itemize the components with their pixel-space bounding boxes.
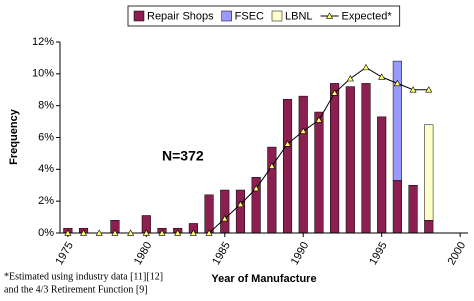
bar — [314, 111, 324, 234]
point-marker — [174, 229, 182, 236]
footnote: and the 4/3 Retirement Function [9] — [4, 284, 148, 295]
point-marker — [95, 229, 103, 236]
point-marker — [142, 229, 150, 236]
point-marker — [252, 184, 260, 192]
y-tick-label: 4% — [38, 163, 54, 175]
legend-label: FSEC — [235, 10, 264, 22]
legend-swatch — [326, 12, 334, 19]
point-marker — [80, 229, 88, 236]
point-marker — [362, 63, 370, 71]
point-marker — [205, 229, 213, 236]
bar — [204, 194, 214, 234]
point-marker — [158, 229, 166, 236]
legend-box — [127, 5, 401, 27]
point-marker — [315, 116, 323, 123]
point-marker — [346, 74, 354, 82]
bar — [377, 116, 387, 234]
point-marker — [127, 229, 135, 236]
point-marker — [284, 140, 292, 147]
y-axis-label: Frequency — [8, 108, 20, 165]
y-tick-label: 6% — [38, 131, 54, 143]
point-marker — [64, 229, 72, 236]
annotation: N=372 — [162, 148, 204, 164]
x-axis-label: Year of Manufacture — [211, 273, 316, 285]
bar — [298, 95, 308, 234]
bar — [267, 146, 277, 234]
bar — [392, 180, 402, 234]
footnote: *Estimated using industry data [11][12] — [4, 271, 163, 282]
legend-label: LBNL — [285, 10, 313, 22]
bar — [220, 189, 230, 234]
legend-swatch — [133, 10, 145, 22]
legend-swatch — [221, 10, 232, 22]
bar — [424, 220, 434, 234]
point-marker — [221, 215, 229, 222]
point-marker — [268, 162, 276, 169]
bar — [424, 124, 434, 221]
bar — [361, 83, 371, 234]
y-tick-label: 12% — [32, 36, 54, 48]
y-tick-label: 2% — [38, 195, 54, 207]
point-marker — [189, 229, 197, 236]
bar — [345, 86, 355, 234]
point-marker — [425, 86, 433, 93]
legend-label: Repair Shops — [147, 10, 214, 22]
y-tick-label: 8% — [38, 100, 54, 112]
bar — [235, 189, 246, 234]
point-marker — [236, 200, 244, 208]
point-marker — [409, 86, 417, 93]
point-marker — [393, 79, 401, 87]
legend-label: Expected* — [342, 10, 393, 22]
bar — [330, 83, 340, 234]
point-marker — [331, 89, 339, 96]
y-tick-label: 0% — [38, 227, 54, 239]
bar — [282, 99, 293, 234]
legend-swatch — [271, 10, 283, 22]
point-marker — [378, 73, 386, 80]
y-tick-label: 10% — [32, 68, 54, 80]
bar — [408, 185, 418, 234]
point-marker — [299, 127, 307, 134]
bar — [392, 60, 402, 181]
point-marker — [111, 229, 119, 236]
